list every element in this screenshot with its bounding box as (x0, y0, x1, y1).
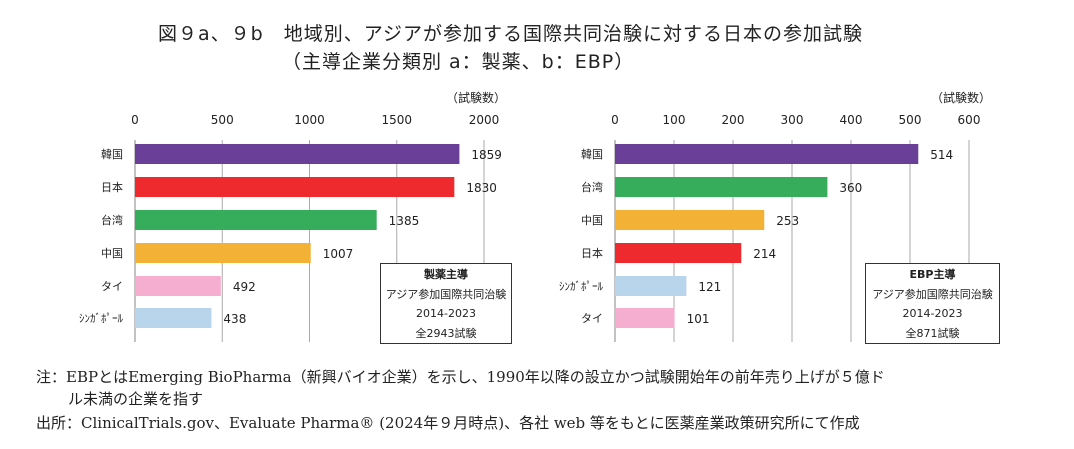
category-label: 日本 (581, 246, 603, 260)
legend-box-ebp: EBP主導 アジア参加国際共同治験 2014-2023 全871試験 (865, 263, 1000, 344)
tick-label: 1500 (381, 113, 412, 127)
data-label: 360 (839, 181, 862, 195)
category-label: ｼﾝｶﾞﾎﾟｰﾙ (79, 312, 123, 325)
box-line1: アジア参加国際共同治験 (385, 287, 507, 301)
bar-韓国 (615, 144, 919, 164)
legend-box-pharma: 製薬主導 アジア参加国際共同治験 2014-2023 全2943試験 (380, 263, 512, 344)
category-label: 中国 (101, 247, 123, 260)
data-label: 492 (233, 280, 256, 294)
category-label: タイ (581, 312, 603, 325)
tick-label: 100 (663, 113, 686, 127)
bar-ｼﾝｶﾞﾎﾟｰﾙ (135, 308, 212, 328)
box-line3: 全2943試験 (415, 326, 477, 340)
category-label: 韓国 (101, 148, 123, 161)
bar-中国 (615, 210, 765, 230)
data-label: 1859 (471, 148, 502, 162)
tick-label: 600 (958, 113, 981, 127)
category-label: 韓国 (581, 148, 603, 161)
bar-日本 (135, 177, 455, 197)
category-label: 日本 (101, 180, 123, 194)
data-label: 253 (776, 214, 799, 228)
tick-label: 300 (781, 113, 804, 127)
category-label: 台湾 (101, 213, 123, 227)
data-label: 1007 (323, 247, 354, 261)
category-label: 台湾 (581, 180, 603, 194)
tick-label: 2000 (469, 113, 500, 127)
note-line2: ル未満の企業を指す (68, 390, 204, 408)
data-label: 438 (223, 312, 246, 326)
tick-label: 0 (611, 113, 619, 127)
bar-タイ (135, 276, 221, 296)
category-label: ｼﾝｶﾞﾎﾟｰﾙ (559, 280, 603, 293)
box-heading: EBP主導 (909, 268, 956, 281)
box-heading: 製薬主導 (424, 268, 468, 281)
chart-title-line1: 図９a、９b 地域別、アジアが参加する国際共同治験に対する日本の参加試験 (158, 23, 863, 45)
data-label: 1385 (389, 214, 420, 228)
category-label: タイ (101, 280, 123, 293)
note-line1: 注：EBPとはEmerging BioPharma（新興バイオ企業）を示し、19… (36, 368, 885, 386)
data-label: 514 (930, 148, 953, 162)
tick-label: 1000 (294, 113, 325, 127)
bar-韓国 (135, 144, 460, 164)
bar-台湾 (615, 177, 828, 197)
data-label: 121 (698, 280, 721, 294)
tick-label: 200 (722, 113, 745, 127)
bar-台湾 (135, 210, 377, 230)
box-line3: 全871試験 (905, 326, 960, 340)
bar-ｼﾝｶﾞﾎﾟｰﾙ (615, 276, 687, 296)
source-note: 出所：ClinicalTrials.gov、Evaluate Pharma® (… (36, 414, 860, 432)
tick-label: 500 (899, 113, 922, 127)
tick-label: 500 (211, 113, 234, 127)
data-label: 101 (687, 312, 710, 326)
bar-中国 (135, 243, 311, 263)
data-label: 214 (753, 247, 776, 261)
data-label: 1830 (466, 181, 497, 195)
box-line2: 2014-2023 (902, 307, 963, 320)
tick-label: 0 (131, 113, 139, 127)
chart-title-line2: （主導企業分類別 a：製薬、b：EBP） (282, 51, 635, 73)
unit-label: （試験数） (446, 90, 506, 105)
category-label: 中国 (581, 214, 603, 227)
box-line1: アジア参加国際共同治験 (872, 287, 993, 301)
bar-日本 (615, 243, 742, 263)
tick-label: 400 (840, 113, 863, 127)
unit-label: （試験数） (931, 90, 991, 105)
bar-タイ (615, 308, 675, 328)
box-line2: 2014-2023 (416, 307, 476, 320)
